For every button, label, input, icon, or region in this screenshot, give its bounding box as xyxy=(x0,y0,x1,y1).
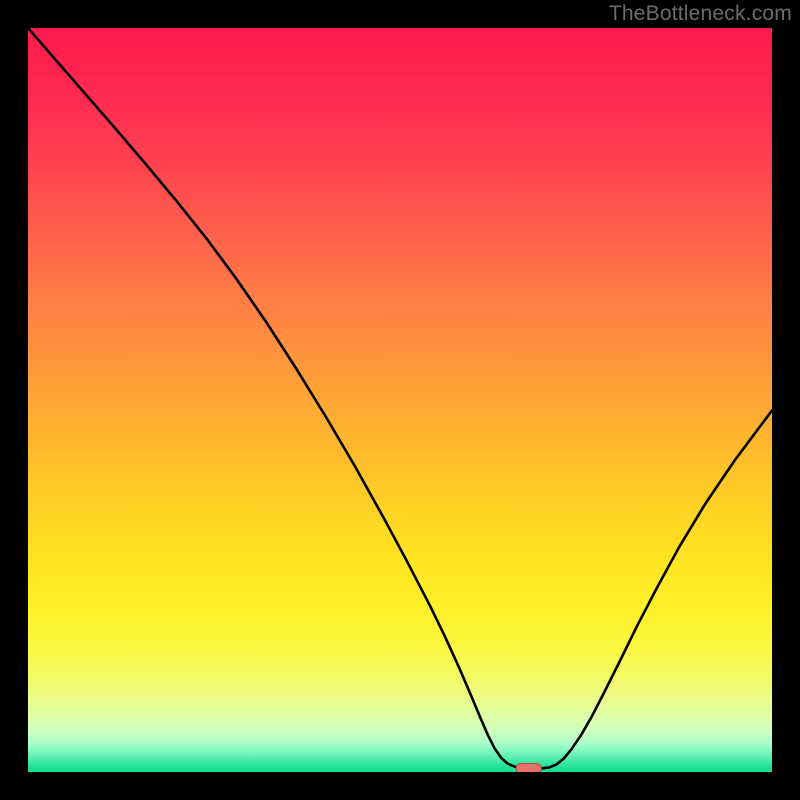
bottleneck-curve-chart xyxy=(28,28,772,772)
chart-background xyxy=(28,28,772,772)
watermark-text: TheBottleneck.com xyxy=(609,2,792,26)
baseline-highlight-pill xyxy=(516,763,541,772)
plot-area xyxy=(28,28,772,772)
chart-frame: TheBottleneck.com xyxy=(0,0,800,800)
